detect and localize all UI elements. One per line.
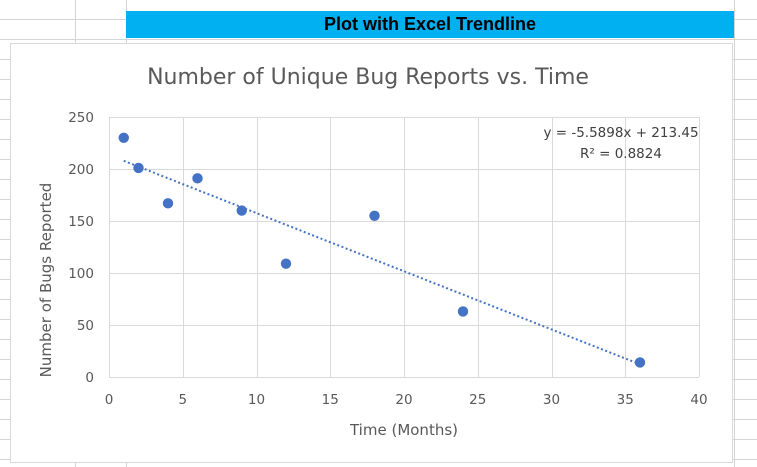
trendline-equation: y = -5.5898x + 213.45 <box>543 125 698 141</box>
scatter-chart: 0 5 10 15 20 25 30 35 40 0 50 100 150 200 250 Number o… <box>37 65 708 439</box>
x-tick-label: 20 <box>395 392 412 408</box>
data-point[interactable] <box>118 132 129 143</box>
x-tick-label: 0 <box>105 392 114 408</box>
x-tick-label: 30 <box>543 392 560 408</box>
data-point[interactable] <box>133 162 144 174</box>
data-point[interactable] <box>192 173 203 184</box>
x-tick-label: 35 <box>617 392 634 408</box>
trendline-r-squared: R² = 0.8824 <box>580 146 662 162</box>
x-axis-label: Time (Months) <box>349 421 458 439</box>
banner-title: Plot with Excel Trendline <box>126 11 734 38</box>
x-tick-label: 25 <box>469 392 486 408</box>
y-tick-label: 50 <box>77 318 94 334</box>
y-tick-label: 250 <box>68 110 94 126</box>
chart-area[interactable]: 0 5 10 15 20 25 30 35 40 0 50 100 150 200 250 Number o… <box>10 43 733 463</box>
chart-title: Number of Unique Bug Reports vs. Time <box>147 65 589 90</box>
y-tick-label: 150 <box>68 214 94 230</box>
data-point[interactable] <box>634 357 646 368</box>
x-tick-label: 15 <box>322 392 339 408</box>
x-tick-label: 5 <box>178 392 187 408</box>
data-point[interactable] <box>236 205 247 216</box>
y-axis-label: Number of Bugs Reported <box>37 183 55 378</box>
y-tick-label: 0 <box>85 370 94 386</box>
data-point[interactable] <box>369 210 380 221</box>
x-tick-label: 40 <box>690 392 707 408</box>
data-point[interactable] <box>457 306 469 317</box>
y-tick-label: 100 <box>68 266 94 282</box>
y-tick-label: 200 <box>68 162 94 178</box>
trendline <box>123 159 641 366</box>
data-point[interactable] <box>162 198 174 209</box>
data-point[interactable] <box>280 258 292 269</box>
x-tick-label: 10 <box>248 392 265 408</box>
